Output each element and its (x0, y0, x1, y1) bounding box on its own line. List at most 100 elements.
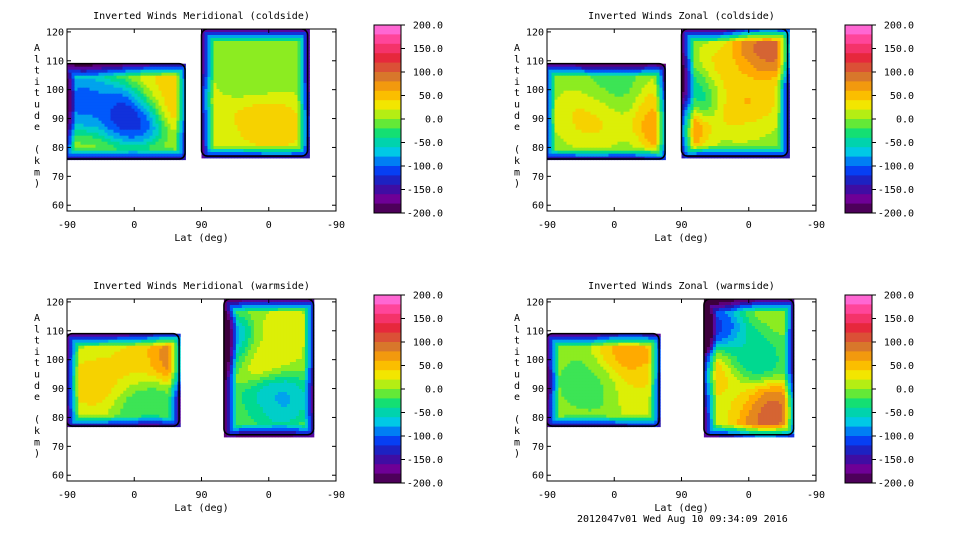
contour-cell (234, 32, 238, 36)
contour-cell (122, 111, 126, 116)
contour-cell (222, 80, 226, 84)
contour-cell (213, 80, 217, 84)
contour-cell (131, 150, 135, 155)
contour-cell (207, 80, 211, 84)
contour-cell (720, 65, 724, 69)
contour-cell (705, 71, 709, 75)
contour-cell (152, 135, 156, 140)
contour-cell (611, 66, 615, 71)
contour-cell (137, 78, 141, 83)
contour-cell (273, 41, 277, 45)
contour-cell (249, 95, 253, 99)
contour-cell (231, 56, 235, 60)
contour-cell (596, 138, 600, 143)
contour-cell (771, 71, 775, 75)
contour-cell (614, 117, 618, 122)
contour-cell (246, 50, 250, 54)
contour-cell (234, 56, 238, 60)
contour-cell (222, 119, 226, 123)
contour-cell (161, 90, 165, 95)
contour-cell (258, 152, 262, 156)
contour-cell (240, 128, 244, 132)
contour-cell (134, 147, 138, 152)
y-axis-label-char: u (34, 100, 40, 111)
contour-cell (614, 114, 618, 119)
contour-cell (237, 107, 241, 111)
contour-cell (231, 140, 235, 144)
contour-cell (110, 81, 114, 86)
contour-cell (92, 66, 96, 71)
contour-cell (644, 153, 648, 158)
contour-cell (98, 87, 102, 92)
contour-cell (285, 101, 289, 105)
contour-cell (243, 65, 247, 69)
contour-cell (732, 77, 736, 81)
contour-cell (116, 150, 120, 155)
contour-cell (584, 105, 588, 110)
contour-cell (71, 144, 75, 149)
contour-cell (176, 81, 180, 86)
contour-cell (699, 74, 703, 78)
contour-cell (647, 117, 651, 122)
contour-cell (255, 62, 259, 66)
contour-cell (237, 29, 241, 33)
contour-cell (566, 114, 570, 119)
contour-cell (569, 87, 573, 92)
contour-cell (240, 80, 244, 84)
contour-cell (276, 77, 280, 81)
contour-cell (608, 150, 612, 155)
contour-cell (71, 129, 75, 134)
contour-cell (620, 111, 624, 116)
contour-cell (158, 147, 162, 152)
contour-cell (116, 105, 120, 110)
contour-cell (774, 47, 778, 51)
contour-cell (276, 68, 280, 72)
contour-cell (67, 138, 69, 143)
contour-cell (554, 105, 558, 110)
contour-cell (243, 128, 247, 132)
contour-cell (270, 137, 274, 141)
contour-cell (86, 66, 90, 71)
contour-cell (578, 93, 582, 98)
contour-cell (765, 68, 769, 72)
contour-cell (659, 78, 663, 83)
contour-cell (167, 90, 171, 95)
contour-cell (626, 132, 630, 137)
contour-cell (566, 150, 570, 155)
contour-cell (234, 113, 238, 117)
contour-cell (101, 111, 105, 116)
contour-cell (68, 129, 72, 134)
contour-cell (569, 63, 573, 68)
contour-cell (119, 150, 123, 155)
contour-cell (240, 113, 244, 117)
contour-cell (543, 79, 546, 82)
contour-cell (101, 102, 105, 107)
contour-cell (234, 83, 238, 87)
contour-cell (771, 50, 775, 54)
contour-cell (252, 122, 256, 126)
contour-cell (303, 59, 307, 63)
contour-cell (216, 29, 220, 33)
contour-cell (158, 81, 162, 86)
contour-cell (155, 120, 159, 125)
contour-cell (762, 53, 766, 57)
contour-cell (569, 132, 573, 137)
contour-cell (98, 72, 102, 77)
contour-cell (279, 77, 283, 81)
contour-cell (63, 157, 66, 160)
contour-cell (641, 135, 645, 140)
contour-cell (89, 147, 93, 152)
contour-cell (107, 78, 111, 83)
contour-cell (246, 107, 250, 111)
contour-cell (590, 150, 594, 155)
contour-cell (267, 125, 271, 129)
contour-cell (753, 74, 757, 78)
contour-cell (101, 69, 105, 74)
contour-cell (608, 72, 612, 77)
contour-cell (593, 147, 597, 152)
contour-cell (690, 53, 694, 57)
contour-cell (641, 84, 645, 89)
contour-cell (261, 47, 265, 51)
contour-cell (110, 132, 114, 137)
contour-cell (641, 66, 645, 71)
